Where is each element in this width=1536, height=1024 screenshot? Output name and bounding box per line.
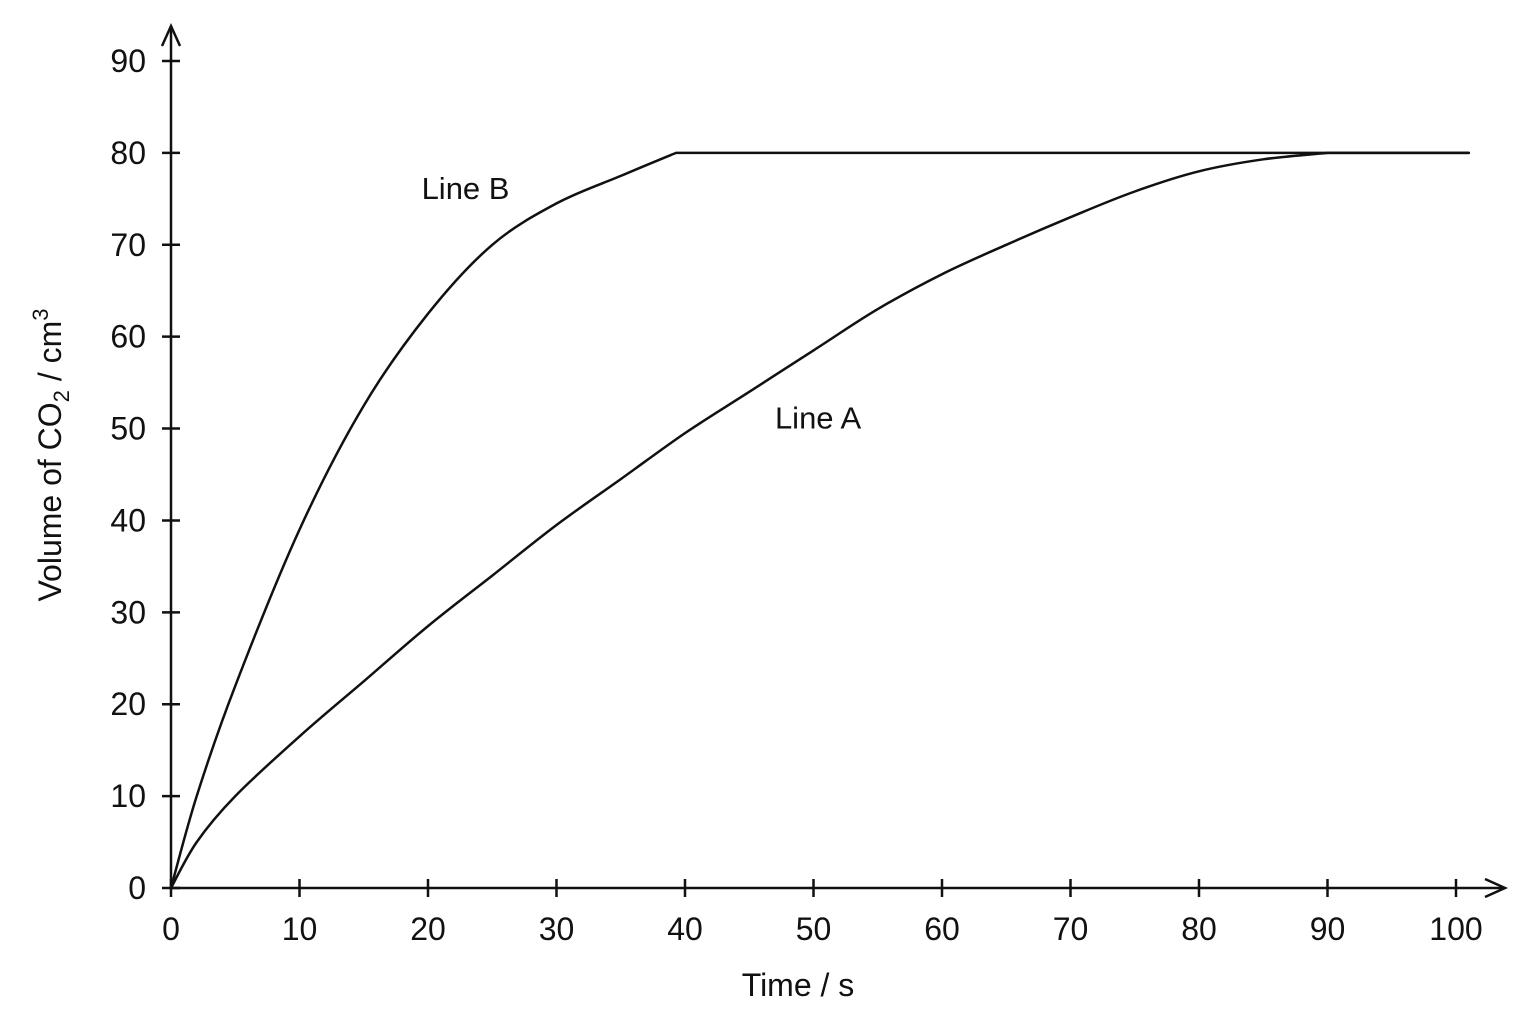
x-ticks: 0 10 20 30 40 50 60 70 80 90 100 — [162, 879, 1483, 947]
y-axis-label-subscript: 2 — [49, 390, 74, 402]
y-tick-label: 20 — [110, 686, 146, 722]
x-tick-label: 30 — [539, 911, 575, 947]
series-label-line-a: Line A — [775, 401, 862, 436]
y-tick-label: 80 — [110, 135, 146, 171]
x-tick-label: 40 — [667, 911, 703, 947]
y-axis-arrowhead — [160, 22, 182, 47]
series-line-line-a — [169, 151, 1471, 890]
x-tick-label: 20 — [410, 911, 446, 947]
y-ticks: 0 10 20 30 40 50 60 70 80 90 — [110, 43, 180, 906]
y-tick-label: 70 — [110, 227, 146, 263]
x-tick-label: 100 — [1429, 911, 1482, 947]
y-tick-label: 30 — [110, 594, 146, 630]
y-tick-label: 50 — [110, 411, 146, 447]
y-tick-label: 60 — [110, 319, 146, 355]
series-line-line-b — [169, 151, 1471, 890]
y-tick-label: 90 — [110, 43, 146, 79]
x-tick-label: 80 — [1181, 911, 1217, 947]
x-tick-label: 0 — [162, 911, 180, 947]
series-labels: Line A Line B — [422, 171, 862, 436]
x-axis-label: Time / s — [742, 967, 855, 1003]
x-tick-label: 70 — [1053, 911, 1089, 947]
series-label-line-b: Line B — [422, 171, 510, 206]
y-tick-label: 0 — [128, 870, 146, 906]
y-tick-label: 10 — [110, 778, 146, 814]
x-tick-label: 60 — [924, 911, 960, 947]
y-tick-label: 40 — [110, 502, 146, 538]
y-axis-label-superscript: 3 — [28, 308, 53, 320]
x-tick-label: 90 — [1310, 911, 1346, 947]
x-tick-label: 50 — [796, 911, 832, 947]
y-axis-label-prefix: Volume of CO — [32, 402, 68, 601]
x-tick-label: 10 — [282, 911, 318, 947]
y-axis-label-middle: / cm — [32, 321, 68, 390]
y-axis-label: Volume of CO2 / cm3 — [28, 308, 74, 601]
x-axis-arrowhead — [1484, 877, 1509, 899]
axes — [160, 22, 1509, 899]
series-lines — [169, 151, 1471, 890]
